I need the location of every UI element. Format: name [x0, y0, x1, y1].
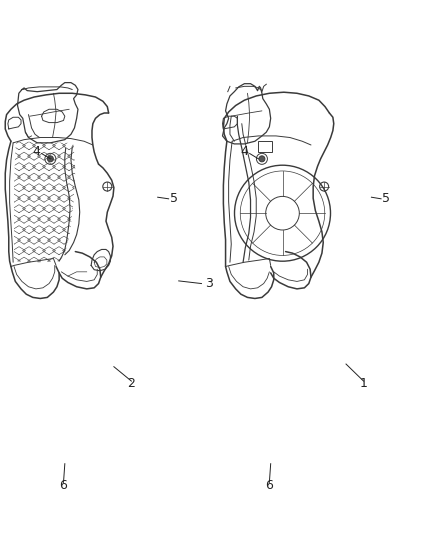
Text: 4: 4 [32, 146, 40, 158]
Text: 6: 6 [265, 479, 273, 491]
Text: 2: 2 [127, 377, 135, 390]
Circle shape [259, 156, 265, 162]
Text: 1: 1 [360, 377, 367, 390]
Text: 5: 5 [170, 192, 178, 205]
Text: 3: 3 [205, 277, 213, 290]
Circle shape [47, 156, 53, 162]
Text: 4: 4 [240, 146, 248, 158]
Text: 5: 5 [382, 192, 390, 205]
Text: 6: 6 [60, 479, 67, 491]
